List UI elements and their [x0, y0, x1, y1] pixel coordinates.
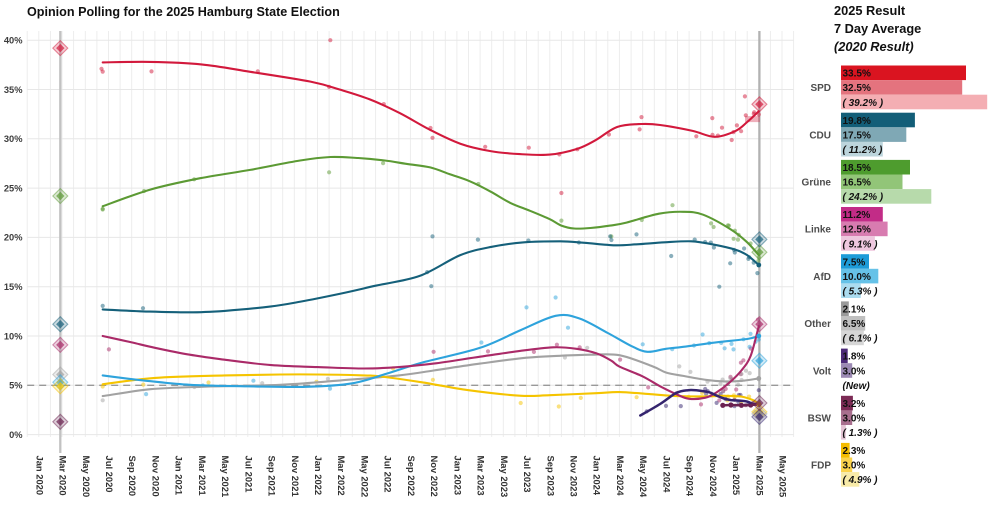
svg-text:18.5%: 18.5%	[843, 163, 871, 174]
svg-text:May 2025: May 2025	[778, 456, 789, 498]
svg-text:Jul 2023: Jul 2023	[522, 456, 533, 493]
svg-text:Jan 2023: Jan 2023	[452, 456, 463, 496]
svg-text:10%: 10%	[4, 331, 23, 341]
svg-text:Jan 2025: Jan 2025	[731, 456, 742, 496]
svg-text:35%: 35%	[4, 85, 23, 95]
svg-text:FDP: FDP	[811, 461, 831, 472]
svg-text:Jul 2020: Jul 2020	[104, 456, 115, 493]
svg-text:Jan 2022: Jan 2022	[313, 456, 324, 496]
svg-text:Mar 2022: Mar 2022	[336, 456, 347, 496]
svg-text:17.5%: 17.5%	[843, 130, 871, 141]
svg-text:7 Day Average: 7 Day Average	[834, 21, 921, 36]
svg-text:Nov 2023: Nov 2023	[569, 456, 580, 497]
svg-text:15%: 15%	[4, 282, 23, 292]
svg-text:CDU: CDU	[809, 130, 831, 141]
svg-text:Linke: Linke	[805, 225, 832, 236]
svg-text:0%: 0%	[9, 430, 23, 440]
svg-text:Volt: Volt	[813, 366, 832, 377]
svg-text:1.8%: 1.8%	[843, 352, 866, 363]
svg-text:Jan 2021: Jan 2021	[174, 456, 185, 496]
svg-text:( 11.2% ): ( 11.2% )	[843, 145, 883, 156]
svg-text:Nov 2021: Nov 2021	[290, 456, 301, 497]
svg-text:May 2022: May 2022	[360, 456, 371, 498]
svg-text:( 5.3% ): ( 5.3% )	[843, 287, 879, 298]
svg-text:(2020 Result): (2020 Result)	[834, 39, 914, 54]
svg-text:Sep 2021: Sep 2021	[267, 456, 278, 497]
svg-text:Opinion Polling for the 2025 H: Opinion Polling for the 2025 Hamburg Sta…	[27, 5, 340, 19]
svg-text:3.0%: 3.0%	[843, 366, 866, 377]
svg-text:Mar 2021: Mar 2021	[197, 456, 208, 496]
svg-text:(New): (New)	[843, 381, 871, 392]
svg-text:3.0%: 3.0%	[843, 414, 866, 425]
svg-text:Sep 2024: Sep 2024	[685, 456, 696, 497]
svg-text:Jul 2022: Jul 2022	[383, 456, 394, 493]
svg-text:BSW: BSW	[808, 414, 832, 425]
svg-text:Sep 2020: Sep 2020	[127, 456, 138, 497]
svg-text:Mar 2024: Mar 2024	[615, 456, 626, 497]
svg-text:2.3%: 2.3%	[843, 446, 866, 457]
svg-text:( 39.2% ): ( 39.2% )	[843, 98, 884, 109]
svg-text:6.5%: 6.5%	[843, 319, 866, 330]
svg-text:Jul 2024: Jul 2024	[661, 456, 672, 494]
svg-text:40%: 40%	[4, 36, 23, 46]
svg-text:Nov 2022: Nov 2022	[429, 456, 440, 497]
svg-text:May 2020: May 2020	[81, 456, 92, 498]
svg-text:25%: 25%	[4, 183, 23, 193]
svg-text:33.5%: 33.5%	[843, 69, 871, 80]
svg-text:19.8%: 19.8%	[843, 116, 871, 127]
svg-text:Nov 2020: Nov 2020	[150, 456, 161, 497]
svg-text:May 2021: May 2021	[220, 456, 231, 498]
svg-text:Other: Other	[804, 319, 831, 330]
svg-text:Mar 2023: Mar 2023	[476, 456, 487, 496]
svg-text:Jul 2021: Jul 2021	[243, 456, 254, 493]
svg-text:32.5%: 32.5%	[843, 83, 871, 94]
svg-text:Mar 2020: Mar 2020	[58, 456, 69, 496]
svg-text:( 24.2% ): ( 24.2% )	[843, 192, 884, 203]
svg-text:2.1%: 2.1%	[843, 305, 866, 316]
svg-text:Sep 2023: Sep 2023	[545, 456, 556, 497]
svg-text:12.5%: 12.5%	[843, 225, 871, 236]
svg-text:SPD: SPD	[810, 83, 831, 94]
svg-text:2025 Result: 2025 Result	[834, 3, 906, 18]
svg-text:7.5%: 7.5%	[843, 257, 866, 268]
svg-text:10.0%: 10.0%	[843, 272, 871, 283]
svg-text:3.2%: 3.2%	[843, 399, 866, 410]
svg-text:20%: 20%	[4, 233, 23, 243]
svg-text:AfD: AfD	[813, 272, 831, 283]
svg-text:Grüne: Grüne	[802, 178, 832, 189]
svg-text:Mar 2025: Mar 2025	[754, 456, 765, 496]
svg-text:( 4.9% ): ( 4.9% )	[843, 475, 879, 486]
svg-text:5%: 5%	[9, 381, 23, 391]
svg-text:3.0%: 3.0%	[843, 461, 866, 472]
svg-text:May 2023: May 2023	[499, 456, 510, 498]
svg-text:Nov 2024: Nov 2024	[708, 456, 719, 498]
svg-text:Jan 2024: Jan 2024	[592, 456, 603, 496]
svg-text:( 9.1% ): ( 9.1% )	[843, 239, 879, 250]
svg-text:Jan 2020: Jan 2020	[34, 456, 45, 496]
svg-text:Sep 2022: Sep 2022	[406, 456, 417, 497]
svg-text:11.2%: 11.2%	[843, 210, 871, 221]
svg-text:( 6.1% ): ( 6.1% )	[843, 334, 879, 345]
svg-text:16.5%: 16.5%	[843, 178, 871, 189]
svg-text:May 2024: May 2024	[638, 456, 649, 498]
svg-text:( 1.3% ): ( 1.3% )	[843, 428, 879, 439]
svg-text:30%: 30%	[4, 134, 23, 144]
